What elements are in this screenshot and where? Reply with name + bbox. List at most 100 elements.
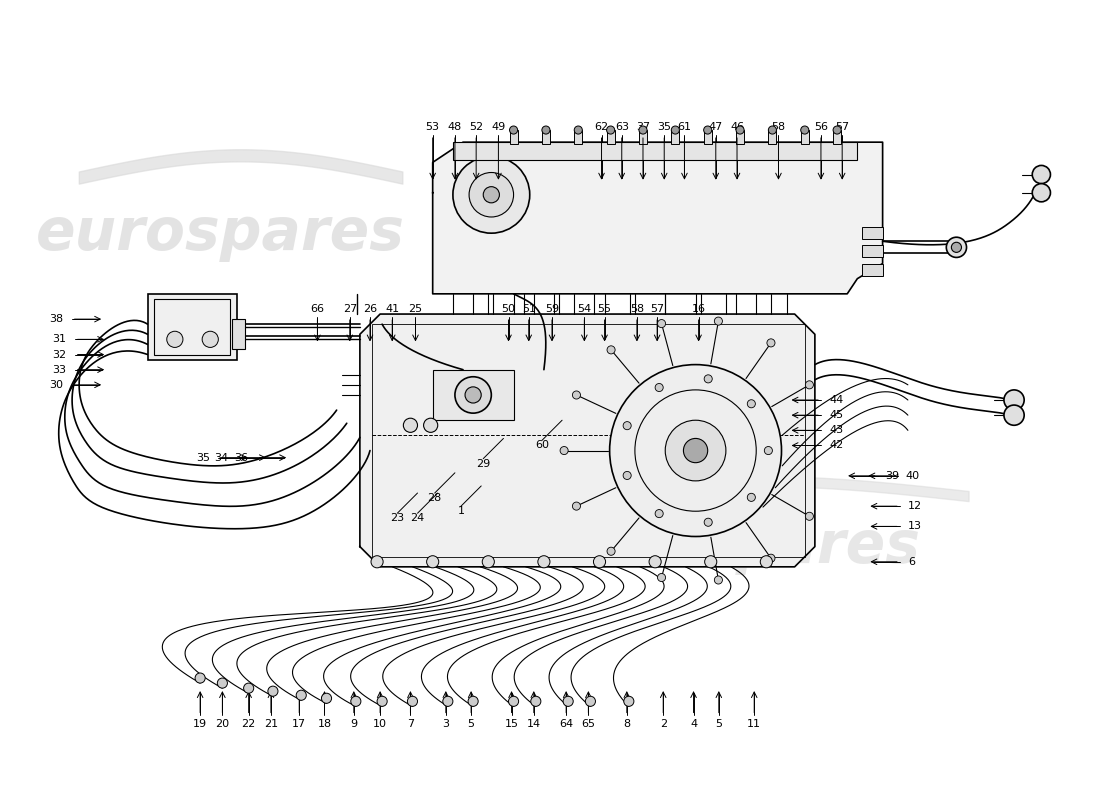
Text: 31: 31: [53, 334, 67, 344]
Text: 42: 42: [829, 441, 844, 450]
Text: 13: 13: [908, 522, 922, 531]
Text: 64: 64: [559, 718, 573, 729]
Text: 33: 33: [53, 365, 67, 374]
Circle shape: [542, 126, 550, 134]
Text: 59: 59: [544, 304, 559, 314]
Text: 17: 17: [293, 718, 306, 729]
Text: 53: 53: [426, 122, 440, 132]
Bar: [509, 130, 518, 144]
Text: 27: 27: [342, 304, 356, 314]
Bar: [606, 130, 615, 144]
Bar: [862, 227, 882, 239]
Bar: [147, 294, 236, 359]
Text: 24: 24: [410, 514, 425, 523]
Text: 55: 55: [597, 304, 612, 314]
Text: 56: 56: [814, 122, 828, 132]
Circle shape: [607, 346, 615, 354]
Text: 58: 58: [630, 304, 644, 314]
Circle shape: [767, 339, 775, 347]
Circle shape: [606, 126, 615, 134]
Circle shape: [747, 494, 756, 502]
Circle shape: [321, 694, 331, 703]
Circle shape: [572, 391, 581, 399]
Text: 28: 28: [428, 493, 442, 503]
Text: 49: 49: [492, 122, 506, 132]
Circle shape: [508, 696, 518, 706]
Text: 60: 60: [535, 441, 549, 450]
Text: 9: 9: [350, 718, 358, 729]
Text: 32: 32: [53, 350, 67, 359]
Bar: [574, 130, 582, 144]
Circle shape: [202, 331, 218, 347]
Bar: [671, 130, 680, 144]
Bar: [862, 263, 882, 276]
Circle shape: [833, 126, 842, 134]
Polygon shape: [432, 142, 882, 294]
Circle shape: [483, 186, 499, 203]
Bar: [542, 130, 550, 144]
Text: 40: 40: [906, 471, 920, 481]
Text: 35: 35: [657, 122, 671, 132]
Bar: [232, 319, 244, 350]
Circle shape: [609, 365, 781, 537]
Circle shape: [623, 471, 631, 479]
Text: 4: 4: [690, 718, 697, 729]
Circle shape: [469, 173, 514, 217]
Text: 37: 37: [636, 122, 650, 132]
Text: 19: 19: [194, 718, 207, 729]
Text: 8: 8: [624, 718, 630, 729]
Text: 57: 57: [650, 304, 664, 314]
Text: 3: 3: [442, 718, 449, 729]
Circle shape: [585, 696, 595, 706]
Text: 51: 51: [521, 304, 536, 314]
Text: 34: 34: [214, 453, 229, 462]
Text: 21: 21: [264, 718, 278, 729]
Text: 47: 47: [708, 122, 723, 132]
Circle shape: [769, 126, 777, 134]
Text: 10: 10: [373, 718, 387, 729]
Circle shape: [1032, 184, 1050, 202]
Bar: [736, 130, 744, 144]
Text: 50: 50: [502, 304, 516, 314]
Circle shape: [268, 686, 278, 696]
Text: 52: 52: [469, 122, 483, 132]
Text: 6: 6: [908, 557, 915, 566]
Text: 41: 41: [385, 304, 399, 314]
Circle shape: [377, 696, 387, 706]
Bar: [453, 142, 857, 160]
Bar: [372, 324, 805, 557]
Circle shape: [760, 556, 772, 568]
Bar: [154, 299, 231, 354]
Circle shape: [167, 331, 183, 347]
Circle shape: [572, 502, 581, 510]
Text: 23: 23: [390, 514, 405, 523]
Circle shape: [639, 126, 647, 134]
Text: 35: 35: [196, 453, 210, 462]
Circle shape: [623, 422, 631, 430]
Text: 2: 2: [660, 718, 667, 729]
Circle shape: [404, 418, 418, 432]
Circle shape: [747, 400, 756, 408]
Text: 46: 46: [730, 122, 744, 132]
Circle shape: [683, 438, 707, 462]
Text: 20: 20: [216, 718, 230, 729]
Circle shape: [714, 576, 723, 584]
Circle shape: [538, 556, 550, 568]
Text: 15: 15: [505, 718, 518, 729]
Circle shape: [243, 683, 254, 694]
Bar: [862, 246, 882, 258]
Text: 57: 57: [835, 122, 849, 132]
Text: 16: 16: [692, 304, 705, 314]
Circle shape: [671, 126, 680, 134]
Circle shape: [649, 556, 661, 568]
Circle shape: [714, 317, 723, 325]
Circle shape: [801, 126, 808, 134]
Text: 63: 63: [615, 122, 629, 132]
Circle shape: [656, 510, 663, 518]
Circle shape: [1004, 405, 1024, 426]
Circle shape: [427, 556, 439, 568]
Text: 25: 25: [408, 304, 422, 314]
Text: 44: 44: [829, 395, 844, 405]
Polygon shape: [360, 314, 815, 567]
Circle shape: [805, 381, 813, 389]
